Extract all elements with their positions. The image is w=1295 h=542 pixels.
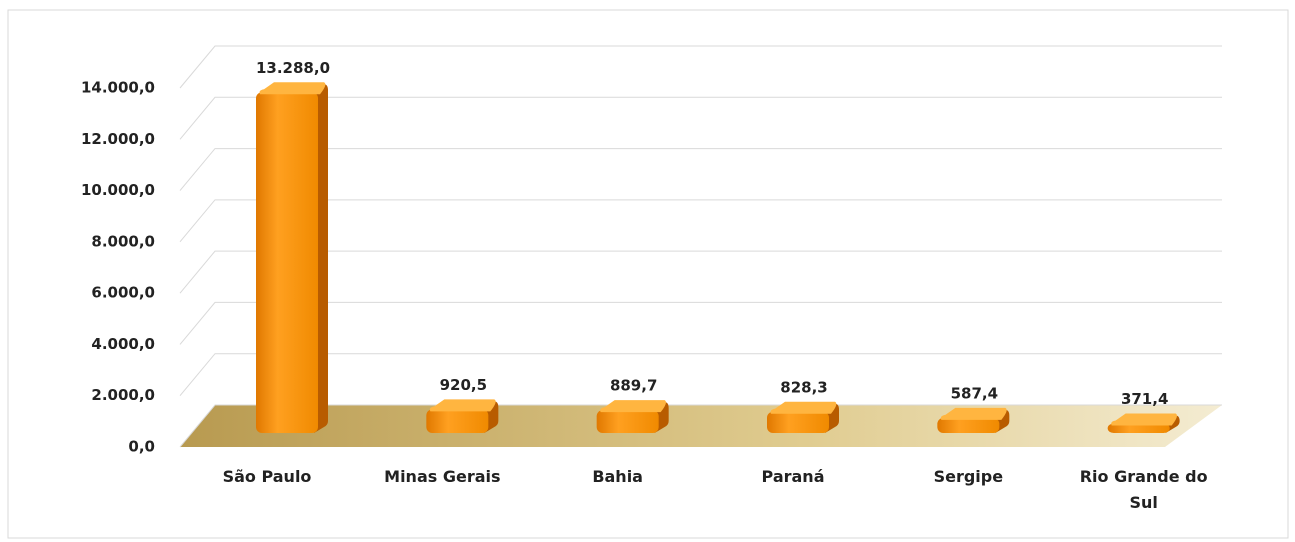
data-label: 587,4 [951,384,998,402]
data-label: 371,4 [1121,390,1168,408]
chart-border [7,9,1289,539]
bar [426,409,489,433]
grid-line [179,250,1222,294]
x-tick-label: São Paulo [222,467,312,486]
y-tick-label: 10.000,0 [81,181,155,199]
bar [937,417,1000,433]
floor [180,405,1222,447]
grid-line [179,404,1222,448]
bar-top [1111,413,1177,426]
data-label: 889,7 [610,377,657,395]
y-tick-label: 6.000,0 [91,284,155,302]
bar-top [600,400,666,413]
bar-top [259,82,326,95]
y-tick-label: 2.000,0 [91,386,155,404]
data-label: 13.288,0 [256,59,330,77]
bar [767,411,829,433]
bar-top [770,401,837,414]
x-tick-label: Rio Grande do Sul [1079,467,1208,512]
grid-line [179,96,1222,140]
data-label: 828,3 [780,378,827,396]
y-tick-label: 0,0 [128,438,155,456]
x-tick-label: Sergipe [933,467,1004,486]
y-tick-label: 4.000,0 [91,335,155,353]
x-tick-label: Bahia [592,467,643,486]
grid-line [179,148,1222,191]
y-tick-label: 12.000,0 [81,130,155,148]
bar-top [940,407,1007,420]
grid-line [179,199,1222,243]
bar [596,410,659,433]
bar [256,92,318,433]
grid-line [179,45,1222,89]
x-tick-label: Minas Gerais [384,467,501,486]
data-label: 920,5 [440,376,487,394]
grid-line [179,353,1222,397]
bar [1107,423,1170,433]
y-tick-label: 8.000,0 [91,232,155,250]
grid-line [179,301,1222,345]
bar-top [429,399,496,412]
x-tick-label: Paraná [761,467,825,486]
y-tick-label: 14.000,0 [81,79,155,97]
